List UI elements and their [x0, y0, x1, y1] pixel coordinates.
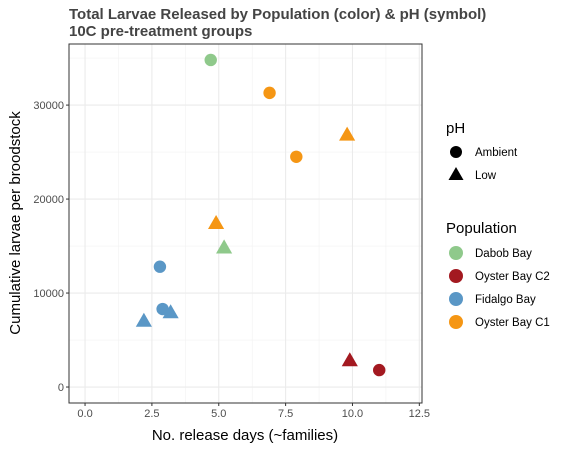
plot-panel: [69, 44, 422, 403]
data-point-circle: [156, 302, 169, 316]
chart-title: Total Larvae Released by Population (col…: [69, 6, 487, 23]
legend-label-dabob-bay: Dabob Bay: [475, 248, 532, 260]
legend-label-ambient: Ambient: [475, 147, 518, 159]
data-point-triangle: [208, 215, 225, 230]
data-point-circle: [290, 150, 303, 163]
legend-key-fidalgo-bay: [449, 292, 463, 306]
x-tick-label: 7.5: [278, 408, 293, 420]
legend-key-dabob-bay: [449, 246, 463, 260]
x-tick-label: 10.0: [342, 408, 363, 420]
data-point-circle: [204, 53, 217, 67]
y-axis-title: Cumulative larvae per broodstock: [7, 111, 24, 335]
legend-label-oyster-bay-c1: Oyster Bay C1: [475, 317, 550, 329]
x-axis-title: No. release days (~families): [152, 427, 338, 444]
legend-key-ambient-circle: [450, 146, 462, 158]
data-point-circle: [153, 260, 167, 273]
data-point-circle: [263, 86, 276, 100]
legend-label-low: Low: [475, 170, 497, 182]
minor-gridlines: [69, 44, 422, 403]
y-tick-label: 0: [58, 382, 64, 394]
legend-label-fidalgo-bay: Fidalgo Bay: [475, 294, 536, 306]
data-point-triangle: [162, 304, 179, 319]
major-gridlines: [69, 44, 422, 403]
y-tick-label: 10000: [33, 288, 64, 300]
legend: pH Ambient Low Population Dabob Bay Oyst…: [446, 120, 550, 329]
x-tick-label: 0.0: [77, 408, 92, 420]
population-legend-title: Population: [446, 220, 517, 237]
x-tick-label: 2.5: [144, 408, 159, 420]
data-point-triangle: [135, 312, 152, 327]
data-point-circle: [373, 363, 386, 377]
x-tick-label: 5.0: [211, 408, 226, 420]
legend-key-low-triangle: [448, 167, 464, 180]
data-points: [135, 53, 386, 377]
data-point-triangle: [216, 239, 233, 254]
legend-label-oyster-bay-c2: Oyster Bay C2: [475, 271, 550, 283]
data-point-triangle: [339, 126, 356, 141]
y-tick-label: 20000: [33, 194, 64, 206]
legend-key-oyster-bay-c1: [449, 315, 463, 329]
data-point-triangle: [341, 352, 358, 367]
ph-legend-title: pH: [446, 120, 465, 137]
axis-ticks: 0.0 2.5 5.0 7.5 10.0 12.5 0 10000 20000 30000: [33, 100, 430, 420]
y-tick-label: 30000: [33, 100, 64, 112]
chart-title-block: Total Larvae Released by Population (col…: [69, 6, 486, 40]
chart-subtitle: 10C pre-treatment groups: [69, 23, 253, 40]
plot-border: [68, 43, 423, 404]
legend-key-oyster-bay-c2: [449, 269, 463, 283]
x-tick-label: 12.5: [409, 408, 430, 420]
